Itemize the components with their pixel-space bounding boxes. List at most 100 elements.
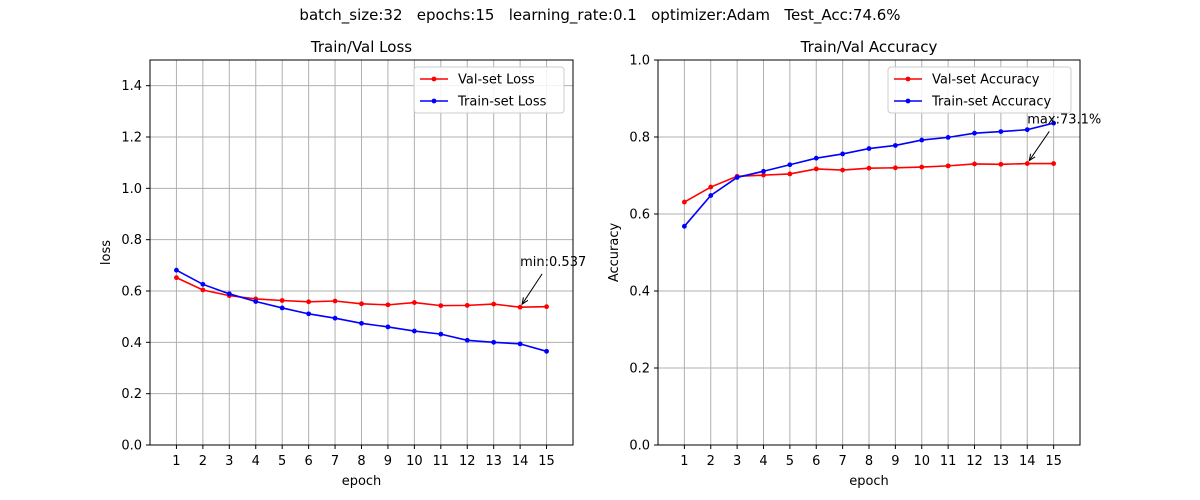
data-point <box>332 315 338 321</box>
data-point <box>945 163 951 169</box>
y-tick-label: 1.0 <box>121 182 142 197</box>
y-tick-label: 0.2 <box>121 387 142 402</box>
chart-title: Train/Val Loss <box>310 38 412 56</box>
data-point <box>972 161 977 167</box>
data-point <box>174 267 179 273</box>
x-tick-label: 3 <box>733 454 741 469</box>
x-tick-label: 14 <box>512 454 529 469</box>
data-point <box>998 129 1004 135</box>
data-point <box>544 348 549 354</box>
data-point <box>734 175 740 180</box>
data-point <box>866 165 872 171</box>
chart-title: Train/Val Accuracy <box>800 38 938 56</box>
annotation-arrowhead <box>1028 153 1036 162</box>
x-tick-label: 3 <box>225 454 233 469</box>
figure-title: batch_size:32 epochs:15 learning_rate:0.… <box>299 6 901 24</box>
x-tick-label: 9 <box>384 454 392 469</box>
x-tick-label: 15 <box>538 454 555 469</box>
x-tick-label: 10 <box>406 454 423 469</box>
data-point <box>761 168 766 174</box>
data-point <box>919 164 925 170</box>
annotation-label: max:73.1% <box>1027 112 1101 127</box>
y-tick-label: 0.4 <box>629 285 650 300</box>
data-point <box>411 328 417 334</box>
legend-label: Val-set Loss <box>458 73 535 88</box>
legend-label: Val-set Accuracy <box>932 73 1040 88</box>
data-point <box>200 281 206 287</box>
x-tick-label: 1 <box>172 454 180 469</box>
legend-marker <box>431 98 437 104</box>
data-point <box>464 302 470 308</box>
y-tick-label: 0.8 <box>121 233 142 248</box>
x-tick-label: 8 <box>865 454 873 469</box>
y-tick-label: 0.0 <box>629 439 650 454</box>
legend-marker <box>905 76 911 82</box>
x-tick-label: 1 <box>680 454 688 469</box>
chart-accuracy: 1 2 3 4 5 6 7 8 9 10 11 12 13 14 150.00.20.40.60.81.0T… <box>607 38 1101 489</box>
x-tick-label: 11 <box>940 454 957 469</box>
x-tick-label: 9 <box>891 454 899 469</box>
data-point <box>708 193 714 198</box>
y-axis-label: loss <box>99 240 114 265</box>
data-point <box>945 134 951 140</box>
x-tick-label: 10 <box>913 454 930 469</box>
x-tick-label: 11 <box>433 454 450 469</box>
data-point <box>174 275 179 281</box>
x-tick-label: 12 <box>966 454 983 469</box>
x-tick-label: 13 <box>485 454 502 469</box>
data-point <box>840 151 846 157</box>
axes-frame <box>149 59 574 446</box>
data-point <box>226 291 232 297</box>
x-tick-label: 7 <box>838 454 846 469</box>
y-tick-label: 0.6 <box>121 285 142 300</box>
axes-frame <box>657 59 1081 446</box>
legend-box <box>887 66 1072 114</box>
data-point <box>491 301 497 307</box>
data-point <box>491 339 497 345</box>
x-tick-label: 8 <box>357 454 365 469</box>
y-tick-label: 0.6 <box>629 208 650 223</box>
data-point <box>279 305 285 311</box>
annotation-label: min:0.537 <box>520 255 586 270</box>
data-point <box>385 302 391 308</box>
data-point <box>866 146 872 151</box>
x-tick-label: 14 <box>1019 454 1036 469</box>
data-point <box>306 311 312 317</box>
data-point <box>1051 120 1057 126</box>
data-point <box>438 331 444 337</box>
data-point <box>787 171 793 177</box>
y-tick-label: 0.8 <box>629 131 650 146</box>
data-point <box>892 165 898 171</box>
data-point <box>544 304 549 310</box>
data-point <box>892 143 898 148</box>
data-point <box>517 341 523 347</box>
y-tick-label: 0.2 <box>629 362 650 377</box>
x-tick-label: 15 <box>1045 454 1062 469</box>
x-tick-label: 4 <box>759 454 767 469</box>
x-axis-label: epoch <box>849 474 889 489</box>
x-tick-label: 6 <box>812 454 820 469</box>
data-point <box>385 324 391 330</box>
data-point <box>411 300 417 305</box>
legend-label: Train-set Accuracy <box>931 95 1052 110</box>
x-tick-label: 13 <box>993 454 1010 469</box>
y-tick-label: 0.0 <box>121 439 142 454</box>
x-tick-label: 2 <box>199 454 207 469</box>
data-point <box>1051 161 1057 166</box>
legend-marker <box>431 76 437 82</box>
y-tick-label: 1.4 <box>121 79 142 94</box>
x-tick-label: 2 <box>707 454 715 469</box>
data-point <box>359 320 364 326</box>
data-point <box>813 166 819 172</box>
x-tick-label: 12 <box>459 454 476 469</box>
legend-label: Train-set Loss <box>457 95 547 110</box>
data-point <box>253 299 259 304</box>
y-axis-label: Accuracy <box>607 223 622 283</box>
data-point <box>306 299 312 305</box>
data-point <box>332 298 338 304</box>
x-tick-label: 5 <box>786 454 794 469</box>
legend-box <box>413 66 565 114</box>
data-point <box>1024 161 1030 166</box>
y-tick-label: 1.2 <box>121 131 142 146</box>
